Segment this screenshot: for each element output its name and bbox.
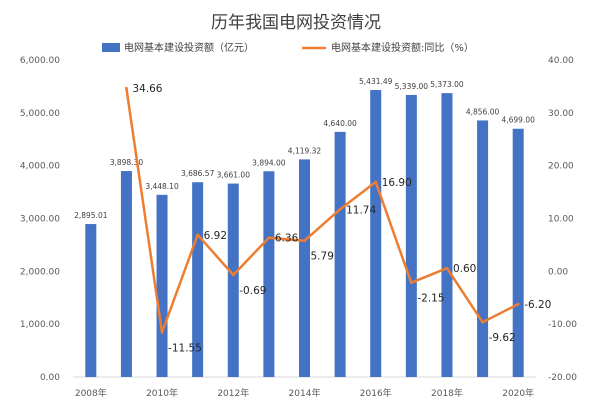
bar xyxy=(370,90,382,377)
x-axis-tick-label: 2016年 xyxy=(360,387,392,399)
yoy-line-point xyxy=(516,302,520,306)
yoy-value-label: -0.69 xyxy=(239,285,266,297)
bar xyxy=(405,94,417,377)
yoy-line-point xyxy=(481,320,484,324)
yoy-value-label: 0.60 xyxy=(453,263,476,275)
right-axis-tick-label: -10.00 xyxy=(548,320,577,330)
bar-value-label: 3,661.00 xyxy=(217,171,251,180)
left-axis-tick-label: 2,000.00 xyxy=(20,267,60,277)
bar xyxy=(263,171,275,377)
yoy-line-point xyxy=(160,330,164,334)
bar xyxy=(512,128,524,377)
right-axis-tick-label: 40.00 xyxy=(548,56,574,66)
yoy-value-label: -2.15 xyxy=(417,293,444,305)
left-axis: 0.00 1,000.00 2,000.00 3,000.00 4,000.00 5,00… xyxy=(20,56,60,383)
bar-value-label: 5,373.00 xyxy=(430,80,464,89)
left-axis-tick-label: 1,000.00 xyxy=(20,320,60,330)
yoy-line-point xyxy=(445,266,449,270)
yoy-line-point xyxy=(303,239,306,243)
right-axis-tick-label: 0.00 xyxy=(548,267,568,277)
legend: 电网基本建设投资额（亿元） 电网基本建设投资额:同比（%） xyxy=(102,41,474,54)
x-axis-tick-label: 2014年 xyxy=(289,387,321,399)
yoy-line-point xyxy=(374,180,378,184)
bar-value-label: 4,699.00 xyxy=(501,116,535,125)
bar-value-label: 2,895.01 xyxy=(74,211,108,220)
yoy-value-label: 16.90 xyxy=(382,177,412,189)
yoy-value-label: -6.20 xyxy=(524,299,551,311)
bar xyxy=(477,120,489,377)
bar-value-label: 4,856.00 xyxy=(466,107,500,116)
yoy-value-label: 34.66 xyxy=(132,83,162,95)
bar-value-label: 3,894.00 xyxy=(252,158,286,167)
bar xyxy=(227,183,239,377)
yoy-value-label: -9.62 xyxy=(489,332,516,344)
line-labels: 34.66 -11.55 6.92 -0.69 6.36 5.79 11.74 16.90 -2… xyxy=(132,83,551,354)
right-axis: -20.00 -10.00 0.00 10.00 20.00 30.00 40.00 xyxy=(548,56,577,383)
left-axis-tick-label: 0.00 xyxy=(40,373,60,383)
x-axis-tick-label: 2018年 xyxy=(431,387,463,399)
legend-swatch-bar xyxy=(102,43,120,52)
left-axis-tick-label: 3,000.00 xyxy=(20,215,60,225)
right-axis-tick-label: 10.00 xyxy=(548,215,574,225)
bar-labels: 2,895.01 3,898.30 3,448.103,686.57 3,661.00… xyxy=(74,77,535,220)
left-axis-tick-label: 6,000.00 xyxy=(20,56,60,66)
bar xyxy=(120,171,132,377)
yoy-line-series xyxy=(125,86,520,334)
yoy-value-label: 5.79 xyxy=(311,251,334,263)
bar-value-label: 5,339.00 xyxy=(395,82,429,91)
bar xyxy=(441,93,453,378)
yoy-line-point xyxy=(125,86,128,90)
bar xyxy=(299,159,310,377)
bar-value-label: 3,448.10 xyxy=(145,182,179,191)
right-axis-tick-label: 30.00 xyxy=(548,109,574,119)
yoy-value-label: 6.92 xyxy=(204,230,227,242)
yoy-line-point xyxy=(267,236,271,240)
bar xyxy=(334,131,346,377)
bar xyxy=(192,182,204,377)
yoy-value-label: -11.55 xyxy=(168,342,202,354)
bar xyxy=(85,224,97,377)
legend-label-line: 电网基本建设投资额:同比（%） xyxy=(331,41,474,54)
x-axis: 2008年 2010年 2012年 2014年 2016年 2018年 2020年 xyxy=(75,387,534,399)
bar-value-label: 4,640.00 xyxy=(323,119,357,128)
yoy-value-label: 11.74 xyxy=(346,204,376,216)
right-axis-tick-label: -20.00 xyxy=(548,373,577,383)
yoy-line-point xyxy=(196,233,200,237)
chart-title: 历年我国电网投资情况 xyxy=(211,13,381,33)
bar-value-label: 3,686.57 xyxy=(181,169,215,178)
x-axis-tick-label: 2020年 xyxy=(502,387,534,399)
x-axis-tick-label: 2008年 xyxy=(75,387,107,399)
x-axis-tick-label: 2010年 xyxy=(146,387,178,399)
bar-value-label: 5,431.49 xyxy=(359,77,393,86)
bar-value-label: 3,898.30 xyxy=(110,158,144,167)
yoy-value-label: 6.36 xyxy=(275,233,299,245)
left-axis-tick-label: 5,000.00 xyxy=(20,109,60,119)
bar xyxy=(156,194,168,377)
yoy-line-point xyxy=(338,207,342,211)
right-axis-tick-label: 20.00 xyxy=(548,162,574,172)
legend-label-bar: 电网基本建设投资额（亿元） xyxy=(124,41,254,54)
yoy-line xyxy=(125,88,519,334)
yoy-line-point xyxy=(231,273,235,277)
x-axis-tick-label: 2012年 xyxy=(217,387,249,399)
bars-series xyxy=(85,90,524,378)
bar-value-label: 4,119.32 xyxy=(288,146,322,155)
yoy-line-point xyxy=(409,281,413,285)
left-axis-tick-label: 4,000.00 xyxy=(20,162,60,172)
